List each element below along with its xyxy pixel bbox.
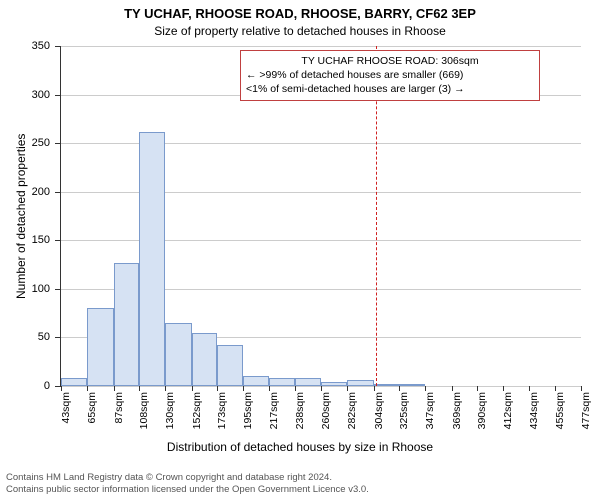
gridline (61, 46, 581, 47)
x-tick (87, 386, 88, 391)
x-tick (217, 386, 218, 391)
x-tick (269, 386, 270, 391)
x-tick-label: 130sqm (164, 392, 176, 442)
x-tick-label: 369sqm (451, 392, 463, 442)
x-tick-label: 282sqm (346, 392, 358, 442)
x-tick-label: 217sqm (268, 392, 280, 442)
x-tick (243, 386, 244, 391)
x-tick (555, 386, 556, 391)
x-tick-label: 152sqm (191, 392, 203, 442)
x-tick (503, 386, 504, 391)
histogram-bar (374, 384, 399, 386)
x-tick (61, 386, 62, 391)
histogram-bar (321, 382, 347, 386)
y-tick-label: 300 (0, 89, 50, 101)
y-tick-label: 200 (0, 186, 50, 198)
x-tick (477, 386, 478, 391)
histogram-bar (295, 378, 321, 386)
x-tick (399, 386, 400, 391)
y-tick (55, 192, 61, 193)
histogram-bar (399, 384, 425, 386)
x-tick (347, 386, 348, 391)
x-tick (529, 386, 530, 391)
y-tick-label: 350 (0, 40, 50, 52)
y-tick (55, 95, 61, 96)
x-axis-label: Distribution of detached houses by size … (0, 440, 600, 454)
y-tick (55, 240, 61, 241)
annotation-line3: <1% of semi-detached houses are larger (… (246, 82, 534, 96)
y-tick (55, 337, 61, 338)
x-tick-label: 347sqm (424, 392, 436, 442)
x-tick-label: 260sqm (320, 392, 332, 442)
x-tick-label: 304sqm (373, 392, 385, 442)
x-tick-label: 390sqm (476, 392, 488, 442)
histogram-bar (165, 323, 191, 386)
annotation-line1: TY UCHAF RHOOSE ROAD: 306sqm (246, 54, 534, 68)
x-tick-label: 434sqm (528, 392, 540, 442)
footer-line2: Contains public sector information licen… (6, 484, 594, 496)
x-tick (295, 386, 296, 391)
footer-attribution: Contains HM Land Registry data © Crown c… (6, 472, 594, 496)
x-tick-label: 238sqm (294, 392, 306, 442)
x-tick-label: 325sqm (398, 392, 410, 442)
x-tick-label: 195sqm (242, 392, 254, 442)
x-tick-label: 108sqm (138, 392, 150, 442)
x-tick-label: 412sqm (502, 392, 514, 442)
histogram-bar (243, 376, 269, 386)
histogram-bar (347, 380, 373, 386)
chart-subtitle: Size of property relative to detached ho… (0, 24, 600, 38)
x-tick (139, 386, 140, 391)
x-tick-label: 173sqm (216, 392, 228, 442)
x-tick-label: 477sqm (580, 392, 592, 442)
y-tick-label: 100 (0, 283, 50, 295)
x-tick (425, 386, 426, 391)
y-tick-label: 50 (0, 331, 50, 343)
y-tick-label: 250 (0, 137, 50, 149)
x-tick-label: 65sqm (86, 392, 98, 442)
chart-container: { "title": "TY UCHAF, RHOOSE ROAD, RHOOS… (0, 0, 600, 500)
x-tick (165, 386, 166, 391)
footer-line1: Contains HM Land Registry data © Crown c… (6, 472, 594, 484)
x-tick (452, 386, 453, 391)
annotation-line2: ← >99% of detached houses are smaller (6… (246, 68, 534, 82)
y-tick-label: 0 (0, 380, 50, 392)
x-tick-label: 87sqm (113, 392, 125, 442)
annotation-box: TY UCHAF RHOOSE ROAD: 306sqm ← >99% of d… (240, 50, 540, 101)
y-tick (55, 46, 61, 47)
histogram-bar (269, 378, 294, 386)
x-tick (192, 386, 193, 391)
histogram-bar (87, 308, 113, 386)
histogram-bar (139, 132, 165, 387)
x-tick (581, 386, 582, 391)
chart-title: TY UCHAF, RHOOSE ROAD, RHOOSE, BARRY, CF… (0, 6, 600, 21)
x-tick-label: 455sqm (554, 392, 566, 442)
x-tick-label: 43sqm (60, 392, 72, 442)
x-tick (114, 386, 115, 391)
histogram-bar (192, 333, 217, 386)
y-tick (55, 289, 61, 290)
histogram-bar (61, 378, 87, 386)
histogram-bar (217, 345, 243, 386)
x-tick (321, 386, 322, 391)
y-tick (55, 143, 61, 144)
x-tick (374, 386, 375, 391)
histogram-bar (114, 263, 139, 386)
y-tick-label: 150 (0, 234, 50, 246)
